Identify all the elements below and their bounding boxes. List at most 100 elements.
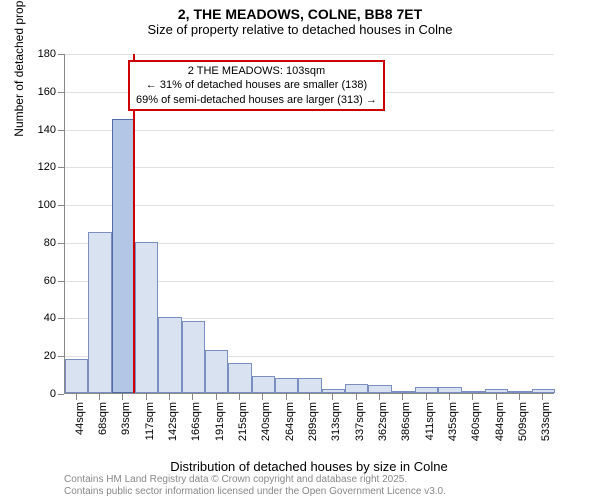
x-tick-mark — [449, 394, 450, 400]
x-tick-label: 386sqm — [400, 402, 412, 441]
x-tick-mark — [192, 394, 193, 400]
x-tick-label: 68sqm — [97, 402, 109, 435]
annotation-line1: 2 THE MEADOWS: 103sqm — [136, 64, 377, 78]
y-tick-label: 120 — [0, 161, 56, 173]
x-tick-mark — [239, 394, 240, 400]
x-tick-mark — [332, 394, 333, 400]
x-tick-label: 93sqm — [120, 402, 132, 435]
y-tick-mark — [58, 92, 64, 93]
histogram-bar — [298, 378, 321, 393]
x-tick-label: 142sqm — [167, 402, 179, 441]
histogram-bar — [415, 387, 438, 393]
histogram-bar — [158, 317, 181, 393]
x-tick-label: 191sqm — [214, 402, 226, 441]
y-tick-mark — [58, 205, 64, 206]
x-tick-label: 337sqm — [354, 402, 366, 441]
y-tick-mark — [58, 356, 64, 357]
histogram-bar — [508, 391, 531, 393]
subtitle: Size of property relative to detached ho… — [0, 22, 600, 37]
y-tick-mark — [58, 54, 64, 55]
x-tick-mark — [216, 394, 217, 400]
y-tick-label: 140 — [0, 124, 56, 136]
x-tick-label: 509sqm — [517, 402, 529, 441]
x-tick-label: 166sqm — [190, 402, 202, 441]
x-tick-mark — [426, 394, 427, 400]
histogram-bar — [182, 321, 205, 393]
histogram-bar — [368, 385, 391, 393]
x-tick-mark — [309, 394, 310, 400]
attribution-line1: Contains HM Land Registry data © Crown c… — [64, 474, 554, 486]
x-tick-label: 435sqm — [447, 402, 459, 441]
gridline — [65, 205, 554, 206]
histogram-bar — [345, 384, 368, 393]
x-tick-label: 240sqm — [260, 402, 272, 441]
y-tick-label: 20 — [0, 350, 56, 362]
x-tick-mark — [519, 394, 520, 400]
annotation-box: 2 THE MEADOWS: 103sqm ← 31% of detached … — [128, 60, 385, 111]
x-tick-label: 44sqm — [74, 402, 86, 435]
gridline — [65, 167, 554, 168]
histogram-bar — [228, 363, 251, 393]
x-tick-label: 411sqm — [424, 402, 436, 440]
x-tick-mark — [262, 394, 263, 400]
x-tick-mark — [472, 394, 473, 400]
histogram-bar — [462, 391, 485, 393]
x-tick-mark — [146, 394, 147, 400]
y-tick-mark — [58, 167, 64, 168]
x-tick-mark — [286, 394, 287, 400]
annotation-line2: ← 31% of detached houses are smaller (13… — [136, 78, 377, 92]
x-tick-mark — [99, 394, 100, 400]
x-tick-mark — [122, 394, 123, 400]
attribution: Contains HM Land Registry data © Crown c… — [64, 474, 554, 498]
y-tick-label: 180 — [0, 48, 56, 60]
y-tick-mark — [58, 281, 64, 282]
y-tick-label: 160 — [0, 86, 56, 98]
x-tick-label: 313sqm — [330, 402, 342, 441]
x-tick-label: 215sqm — [237, 402, 249, 441]
y-tick-label: 0 — [0, 388, 56, 400]
x-tick-mark — [496, 394, 497, 400]
x-tick-label: 117sqm — [144, 402, 156, 440]
y-axis-label: Number of detached properties — [12, 0, 26, 224]
y-tick-mark — [58, 394, 64, 395]
y-tick-mark — [58, 243, 64, 244]
x-tick-mark — [169, 394, 170, 400]
gridline — [65, 54, 554, 55]
x-tick-label: 533sqm — [540, 402, 552, 441]
main-title: 2, THE MEADOWS, COLNE, BB8 7ET — [0, 6, 600, 22]
x-tick-label: 362sqm — [377, 402, 389, 441]
x-tick-label: 289sqm — [307, 402, 319, 441]
x-tick-mark — [76, 394, 77, 400]
y-tick-label: 40 — [0, 312, 56, 324]
y-tick-mark — [58, 130, 64, 131]
y-tick-label: 80 — [0, 237, 56, 249]
histogram-bar — [322, 389, 345, 393]
histogram-bar — [135, 242, 158, 393]
y-tick-mark — [58, 318, 64, 319]
histogram-bar — [65, 359, 88, 393]
x-tick-label: 484sqm — [494, 402, 506, 441]
y-tick-label: 100 — [0, 199, 56, 211]
histogram-bar — [485, 389, 508, 393]
title-block: 2, THE MEADOWS, COLNE, BB8 7ET Size of p… — [0, 6, 600, 37]
histogram-bar — [438, 387, 461, 393]
histogram-bar — [205, 350, 228, 393]
x-tick-label: 264sqm — [284, 402, 296, 441]
attribution-line2: Contains public sector information licen… — [64, 486, 554, 498]
histogram-bar — [275, 378, 298, 393]
x-axis-label: Distribution of detached houses by size … — [64, 459, 554, 474]
y-tick-label: 60 — [0, 275, 56, 287]
histogram-bar — [252, 376, 275, 393]
gridline — [65, 130, 554, 131]
x-tick-mark — [542, 394, 543, 400]
histogram-bar — [112, 119, 135, 393]
chart-container: 2, THE MEADOWS, COLNE, BB8 7ET Size of p… — [0, 0, 600, 500]
x-tick-mark — [356, 394, 357, 400]
histogram-bar — [532, 389, 555, 393]
x-tick-label: 460sqm — [470, 402, 482, 441]
histogram-bar — [88, 232, 111, 393]
x-tick-mark — [402, 394, 403, 400]
histogram-bar — [392, 391, 415, 393]
x-tick-mark — [379, 394, 380, 400]
annotation-line3: 69% of semi-detached houses are larger (… — [136, 93, 377, 107]
